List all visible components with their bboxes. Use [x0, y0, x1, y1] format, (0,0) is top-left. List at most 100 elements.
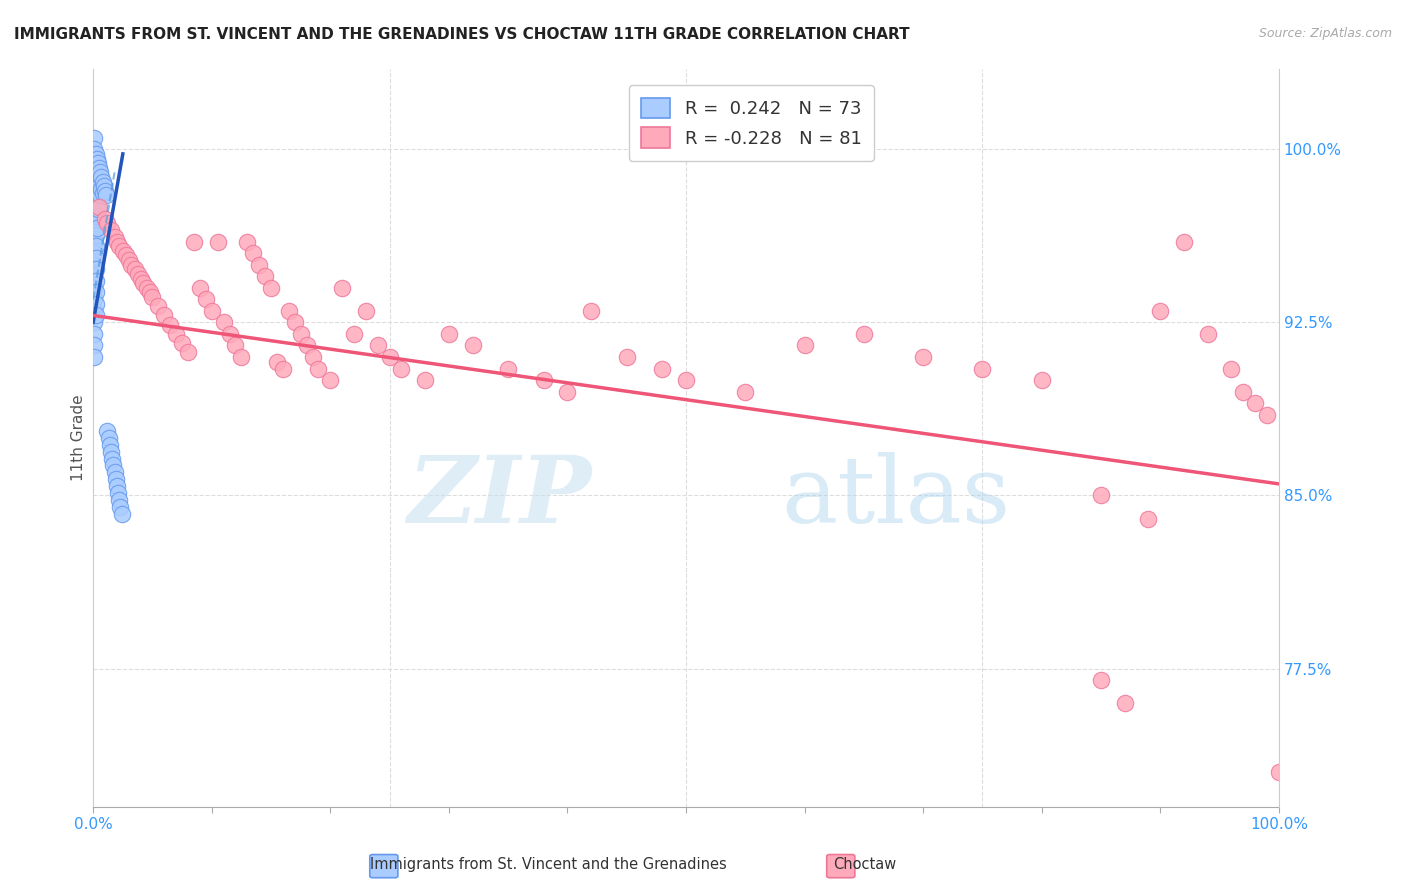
Point — [83, 269, 105, 284]
Point — [413, 373, 436, 387]
Point — [616, 350, 638, 364]
Point — [1268, 765, 1291, 780]
Text: Immigrants from St. Vincent and the Grenadines: Immigrants from St. Vincent and the Gren… — [370, 857, 727, 872]
Point — [87, 156, 110, 170]
Point — [83, 165, 105, 179]
Point — [84, 251, 107, 265]
Point — [1149, 303, 1171, 318]
Point — [1090, 488, 1112, 502]
Point — [83, 200, 105, 214]
Point — [83, 153, 105, 168]
Point — [308, 361, 330, 376]
Point — [1173, 235, 1195, 249]
Point — [110, 500, 132, 514]
Point — [91, 175, 114, 189]
Point — [165, 326, 187, 341]
Point — [153, 309, 176, 323]
Point — [159, 318, 181, 332]
Point — [86, 220, 108, 235]
Point — [84, 297, 107, 311]
Point — [124, 262, 146, 277]
Point — [104, 472, 127, 486]
Point — [84, 309, 107, 323]
Point — [86, 186, 108, 201]
Point — [87, 168, 110, 182]
Point — [172, 336, 194, 351]
Point — [84, 274, 107, 288]
Point — [271, 361, 294, 376]
Point — [84, 227, 107, 242]
Point — [354, 303, 377, 318]
Point — [105, 479, 128, 493]
Point — [83, 246, 105, 260]
Point — [83, 315, 105, 329]
Point — [912, 350, 935, 364]
Point — [84, 158, 107, 172]
Point — [87, 172, 110, 186]
Point — [94, 184, 117, 198]
Point — [83, 142, 105, 156]
Point — [87, 200, 110, 214]
Point — [734, 384, 756, 399]
Point — [96, 424, 118, 438]
Point — [391, 361, 413, 376]
Point — [378, 350, 401, 364]
Point — [533, 373, 555, 387]
Text: ZIP: ZIP — [406, 452, 591, 541]
Point — [367, 338, 389, 352]
Point — [141, 290, 163, 304]
Legend: R =  0.242   N = 73, R = -0.228   N = 81: R = 0.242 N = 73, R = -0.228 N = 81 — [628, 85, 875, 161]
Point — [83, 338, 105, 352]
Point — [1197, 326, 1219, 341]
Point — [83, 223, 105, 237]
Point — [319, 373, 342, 387]
Point — [343, 326, 366, 341]
Point — [97, 431, 120, 445]
Text: atlas: atlas — [780, 452, 1010, 541]
Point — [91, 186, 114, 201]
Point — [84, 262, 107, 277]
Text: Source: ZipAtlas.com: Source: ZipAtlas.com — [1258, 27, 1392, 40]
Point — [100, 444, 122, 458]
Point — [83, 188, 105, 202]
Point — [103, 458, 125, 473]
Point — [218, 326, 240, 341]
Point — [83, 235, 105, 249]
Point — [793, 338, 815, 352]
Point — [87, 202, 110, 217]
Point — [83, 326, 105, 341]
Point — [284, 315, 307, 329]
Point — [247, 258, 270, 272]
Text: Choctaw: Choctaw — [834, 857, 896, 872]
Point — [132, 276, 155, 290]
Point — [86, 175, 108, 189]
Point — [83, 293, 105, 307]
Point — [1114, 696, 1136, 710]
Point — [96, 216, 118, 230]
Point — [183, 235, 205, 249]
Point — [87, 191, 110, 205]
Point — [87, 179, 110, 194]
Point — [1232, 384, 1254, 399]
Point — [84, 285, 107, 300]
Point — [89, 177, 111, 191]
Point — [84, 193, 107, 207]
Point — [135, 281, 157, 295]
Point — [1137, 511, 1160, 525]
Point — [84, 169, 107, 184]
Point — [1244, 396, 1267, 410]
Point — [852, 326, 875, 341]
Point — [90, 181, 112, 195]
Point — [129, 271, 152, 285]
Point — [90, 169, 112, 184]
Point — [84, 181, 107, 195]
Point — [1256, 408, 1278, 422]
Point — [242, 246, 264, 260]
Point — [148, 299, 170, 313]
Point — [224, 338, 246, 352]
Point — [295, 338, 318, 352]
Point — [89, 165, 111, 179]
Point — [94, 211, 117, 226]
Point — [111, 507, 134, 521]
Point — [201, 303, 224, 318]
